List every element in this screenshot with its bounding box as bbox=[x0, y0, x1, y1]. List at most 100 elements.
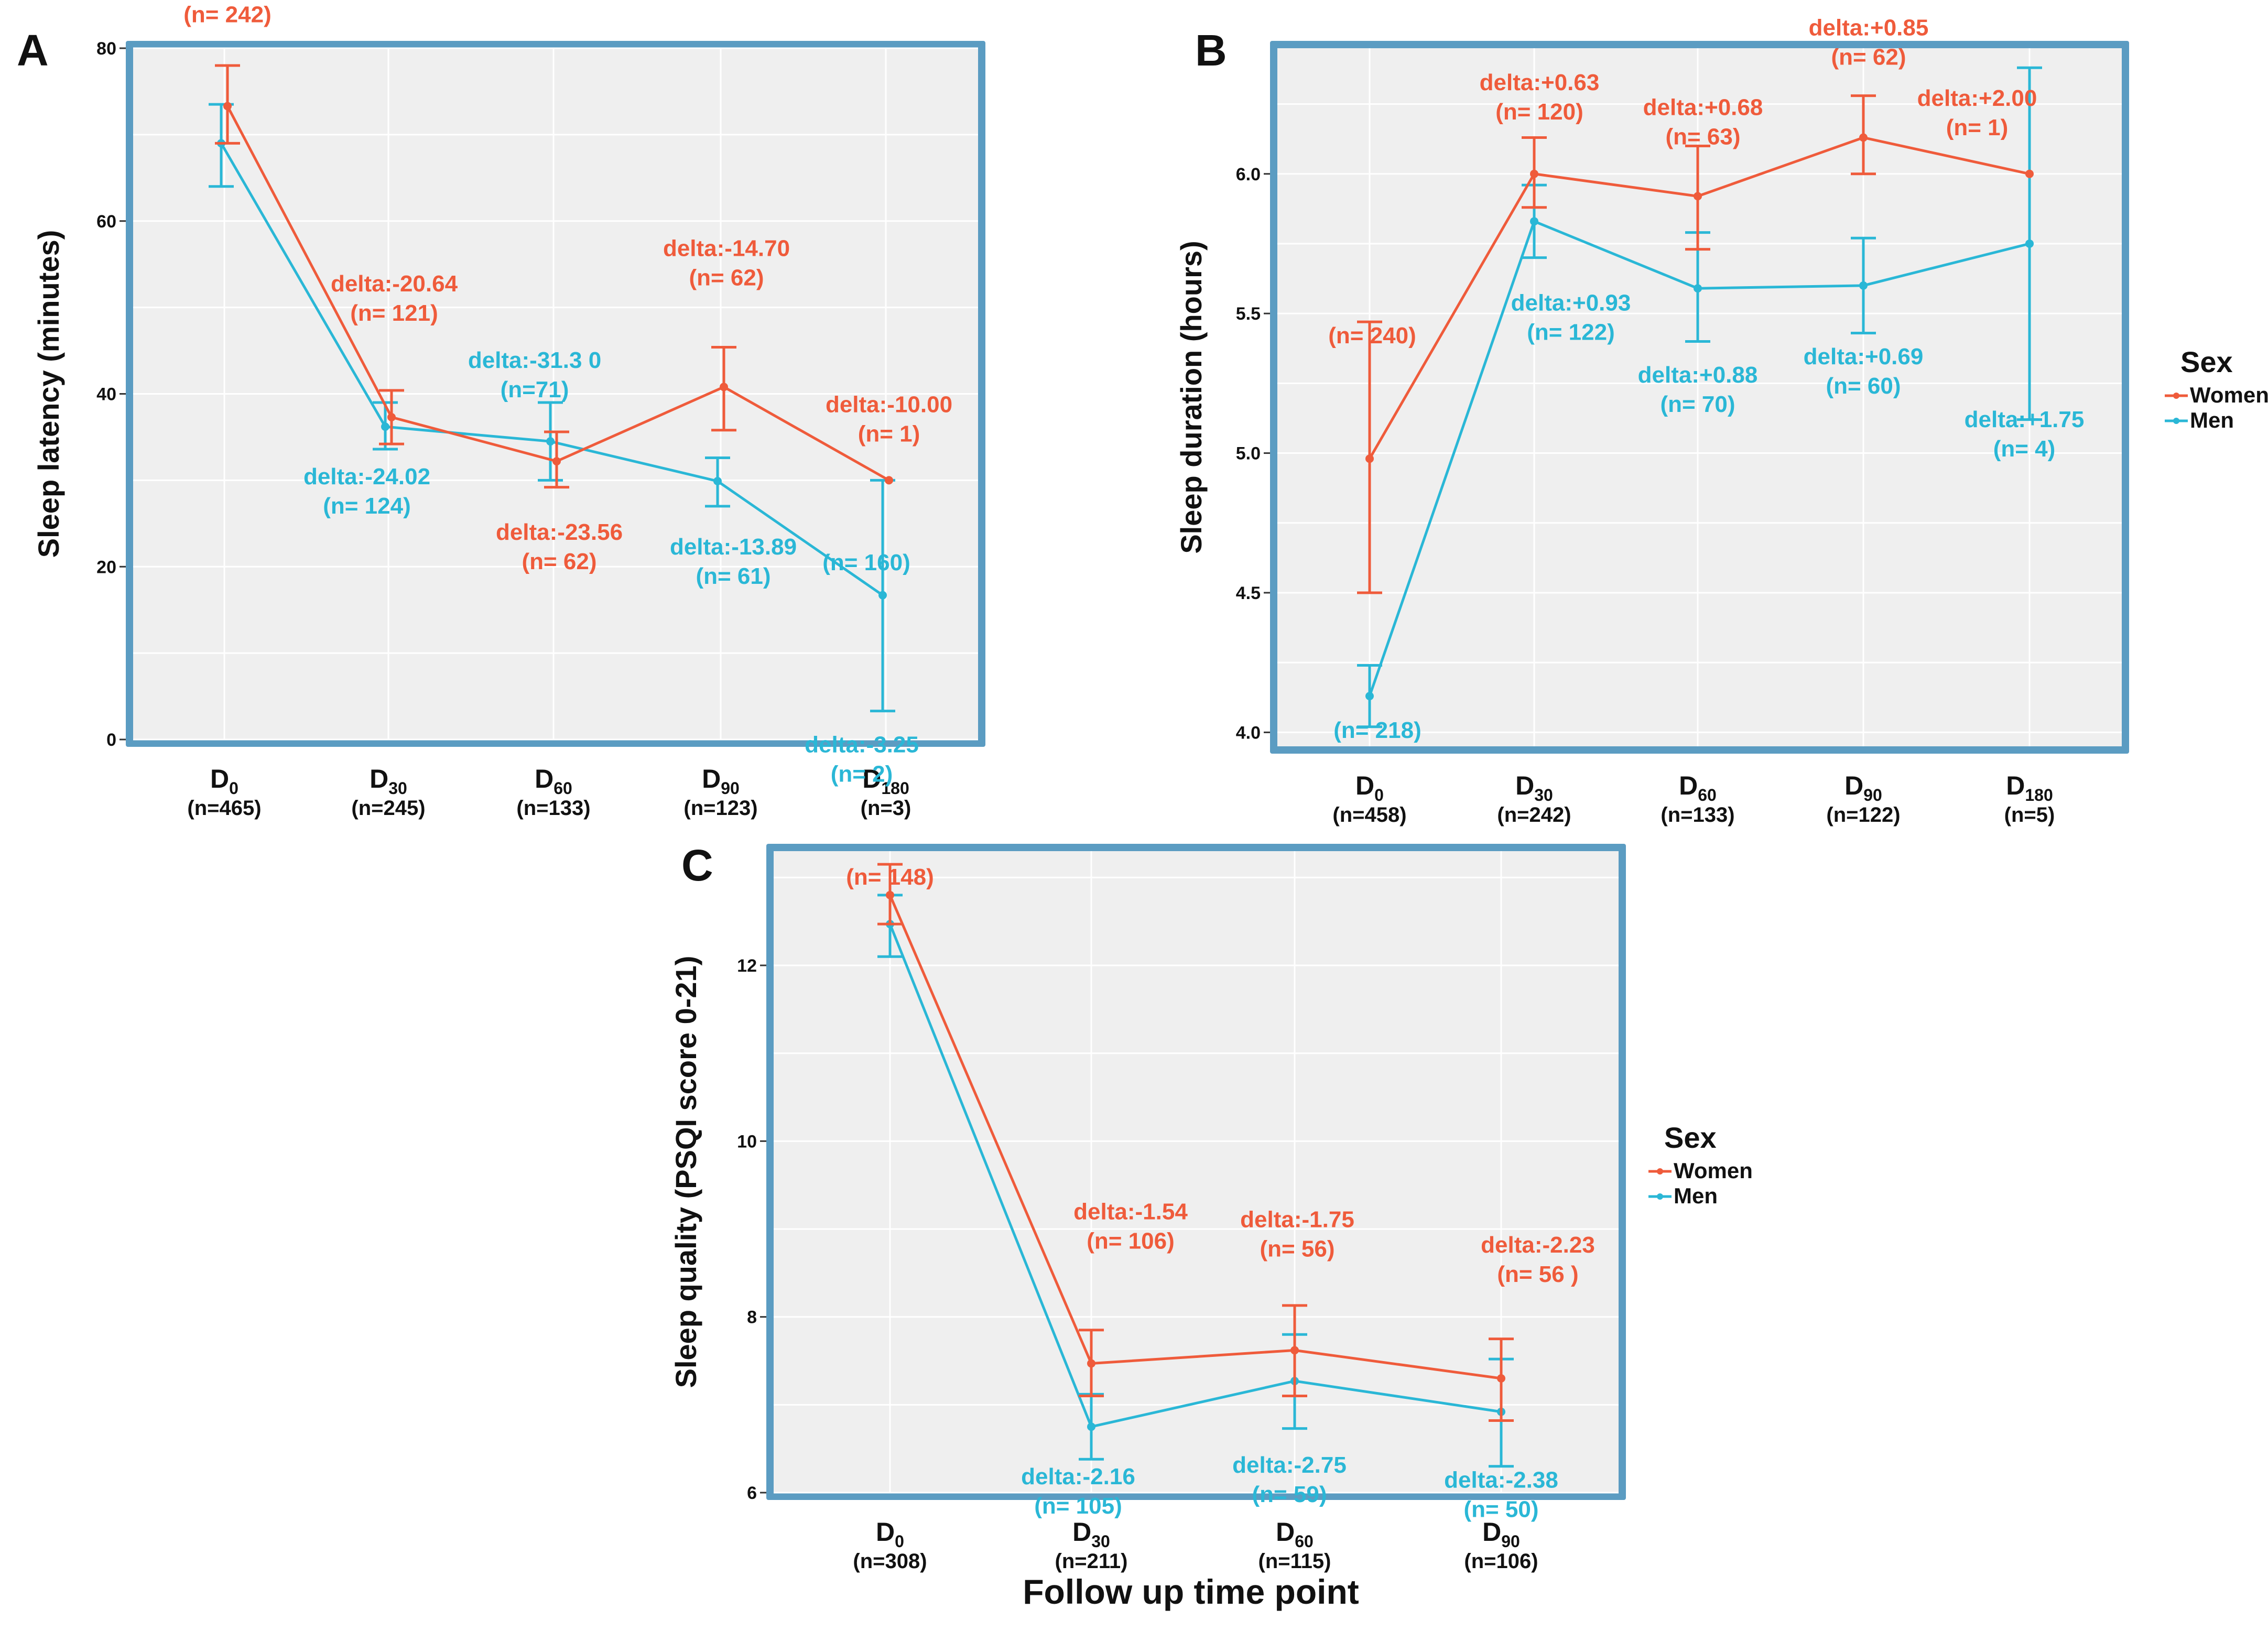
data-label: (n= 61) bbox=[696, 563, 771, 589]
data-point-men bbox=[546, 437, 555, 446]
data-point-women bbox=[886, 890, 894, 899]
data-label: delta:-2.38 bbox=[1444, 1467, 1558, 1493]
x-tick-n-label: (n=106) bbox=[1464, 1550, 1538, 1573]
data-label: delta:+0.85 bbox=[1809, 15, 1929, 40]
legend-key-point-men bbox=[1657, 1193, 1663, 1200]
data-label: (n= 56 ) bbox=[1497, 1262, 1578, 1287]
x-tick-label: D30 bbox=[1072, 1517, 1110, 1551]
y-axis-label: Sleep duration (hours) bbox=[1175, 241, 1208, 553]
data-label: delta:-31.3 0 bbox=[468, 347, 601, 373]
x-tick-label: D90 bbox=[702, 764, 740, 798]
series-line-men bbox=[888, 923, 1502, 1429]
data-point-men bbox=[713, 477, 722, 486]
x-tick-label: D30 bbox=[370, 764, 407, 798]
y-axis-label: Sleep quality (PSQI score 0-21) bbox=[669, 956, 702, 1388]
data-label: (n=71) bbox=[501, 377, 569, 403]
data-label: delta:-23.56 bbox=[496, 519, 623, 545]
data-point-women bbox=[1087, 1359, 1095, 1368]
x-tick-label: D60 bbox=[535, 764, 572, 798]
data-label: (n= 240) bbox=[1328, 323, 1416, 349]
panel-label: C bbox=[681, 841, 713, 890]
data-point-women bbox=[552, 457, 561, 466]
data-point-men bbox=[1530, 217, 1538, 226]
data-label: delta:-1.75 bbox=[1240, 1206, 1354, 1232]
legend-key-point-women bbox=[1657, 1168, 1663, 1175]
x-tick-n-label: (n=133) bbox=[516, 797, 590, 820]
x-tick-n-label: (n=465) bbox=[187, 797, 261, 820]
x-tick-label: D60 bbox=[1276, 1517, 1314, 1551]
x-tick-n-label: (n=242) bbox=[1497, 803, 1571, 827]
data-label: delta:-2.23 bbox=[1481, 1232, 1595, 1258]
data-label: (n= 105) bbox=[1034, 1493, 1122, 1519]
y-tick-label: 4.0 bbox=[1236, 723, 1261, 743]
panel-label: A bbox=[17, 26, 49, 75]
legend-key-point-women bbox=[2173, 393, 2179, 399]
x-tick-n-label: (n=211) bbox=[1055, 1550, 1128, 1573]
y-tick-label: 40 bbox=[96, 385, 116, 405]
x-tick-n-label: (n=3) bbox=[861, 797, 911, 820]
data-label: delta:+1.75 bbox=[1965, 407, 2085, 432]
data-label: delta:-3.25 bbox=[805, 732, 919, 758]
data-label: delta:+0.63 bbox=[1480, 70, 1600, 95]
data-point-women bbox=[1365, 454, 1374, 463]
data-label: (n= 4) bbox=[1993, 436, 2056, 462]
x-tick-n-label: (n=308) bbox=[853, 1550, 927, 1573]
data-label: (n= 2) bbox=[831, 762, 893, 787]
y-tick-label: 6 bbox=[747, 1483, 757, 1503]
data-point-women bbox=[1497, 1374, 1505, 1383]
x-tick-n-label: (n=458) bbox=[1332, 803, 1406, 827]
data-point-women bbox=[720, 383, 728, 392]
data-label: (n= 62) bbox=[1831, 44, 1906, 70]
series-line-women bbox=[888, 894, 1502, 1380]
data-label: delta:+0.93 bbox=[1511, 290, 1631, 316]
data-label: (n= 62) bbox=[689, 265, 764, 290]
data-label: (n= 242) bbox=[183, 2, 272, 27]
data-point-women bbox=[1859, 133, 1868, 142]
y-tick-label: 0 bbox=[106, 730, 116, 750]
y-tick-label: 4.5 bbox=[1236, 583, 1261, 603]
data-point-men bbox=[2025, 239, 2034, 248]
data-label: delta:-24.02 bbox=[303, 464, 430, 490]
legend-title: Sex bbox=[2180, 345, 2233, 378]
data-label: (n= 1) bbox=[858, 421, 920, 447]
legend-label-women: Women bbox=[1674, 1158, 1753, 1183]
data-point-women bbox=[2025, 169, 2034, 178]
data-point-men bbox=[878, 591, 887, 600]
data-point-men bbox=[1859, 281, 1868, 290]
data-label: (n= 148) bbox=[846, 864, 934, 890]
data-point-men bbox=[1087, 1422, 1095, 1431]
data-point-women bbox=[1290, 1346, 1299, 1355]
x-tick-label: D90 bbox=[1844, 771, 1882, 804]
x-tick-label: D180 bbox=[2006, 771, 2053, 804]
y-tick-label: 5.0 bbox=[1236, 444, 1261, 464]
data-label: (n= 122) bbox=[1527, 319, 1615, 345]
y-tick-label: 60 bbox=[96, 212, 116, 232]
x-tick-label: D0 bbox=[210, 764, 238, 798]
panel-label: B bbox=[1195, 26, 1227, 75]
data-label: delta:+0.69 bbox=[1804, 344, 1924, 369]
x-tick-n-label: (n=122) bbox=[1826, 803, 1900, 827]
y-tick-label: 20 bbox=[96, 557, 116, 577]
x-tick-n-label: (n=115) bbox=[1258, 1550, 1331, 1573]
x-tick-label: D30 bbox=[1515, 771, 1553, 804]
plot-area bbox=[774, 851, 1619, 1493]
data-point-women bbox=[885, 476, 893, 485]
data-label: (n= 121) bbox=[350, 300, 438, 326]
data-point-women bbox=[1694, 192, 1702, 201]
x-tick-n-label: (n=123) bbox=[683, 797, 757, 820]
data-point-men bbox=[1694, 284, 1702, 293]
data-label: (n= 120) bbox=[1495, 99, 1583, 125]
data-label: delta:+2.00 bbox=[1917, 85, 2037, 111]
y-tick-label: 80 bbox=[96, 39, 116, 59]
legend-key-point-men bbox=[2173, 418, 2179, 424]
data-label: delta:-14.70 bbox=[663, 235, 790, 261]
y-tick-label: 5.5 bbox=[1236, 304, 1261, 324]
panel-c: 681012D0(n=308)D30(n=211)D60(n=115)D90(n… bbox=[669, 550, 1753, 1573]
data-point-women bbox=[223, 102, 232, 111]
y-tick-label: 10 bbox=[737, 1132, 757, 1151]
data-label: (n= 60) bbox=[1826, 373, 1901, 399]
data-point-women bbox=[387, 413, 396, 422]
y-axis-label: Sleep latency (minutes) bbox=[32, 230, 65, 558]
